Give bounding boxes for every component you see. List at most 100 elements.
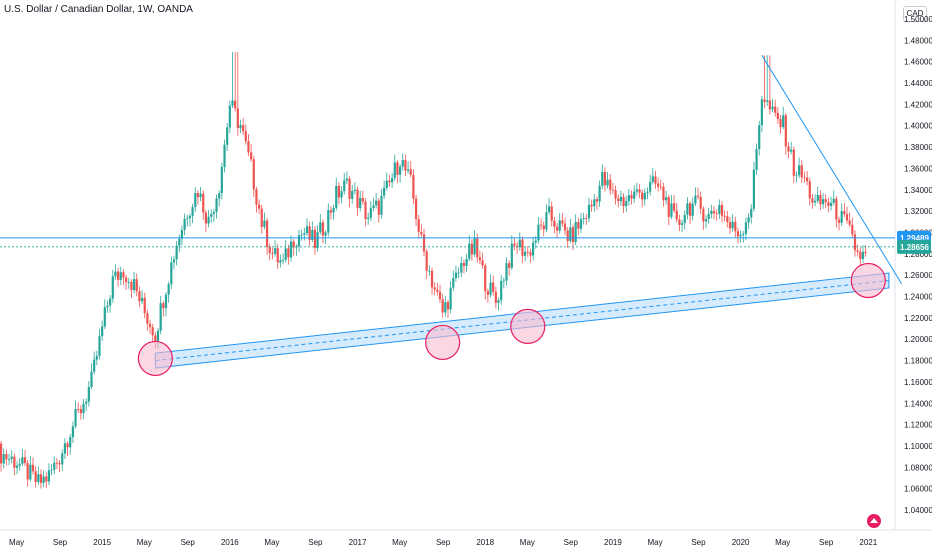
candle-body — [45, 476, 48, 482]
candle-body — [726, 216, 729, 222]
candle-body — [720, 205, 724, 216]
candle-body — [335, 185, 338, 208]
candle-body — [406, 169, 410, 171]
candle-body — [667, 197, 670, 217]
candle-body — [539, 224, 543, 226]
candle-body — [529, 252, 532, 256]
candle-body — [665, 197, 668, 201]
x-tick-label: Sep — [691, 538, 706, 547]
candle-body — [829, 202, 833, 206]
x-tick-label: 2019 — [604, 538, 622, 547]
candle-body — [404, 159, 407, 171]
candle-body — [109, 298, 112, 306]
candle-body — [513, 243, 516, 246]
candle-body — [85, 401, 88, 404]
candle-body — [577, 222, 580, 229]
candle-body — [678, 219, 681, 225]
candle-body — [683, 214, 686, 224]
candle-body — [391, 178, 394, 183]
candle-body — [103, 307, 106, 327]
candle-body — [242, 125, 245, 132]
candle-body — [731, 221, 734, 229]
candle-body — [524, 251, 527, 256]
candle-body — [396, 162, 399, 175]
y-tick-label: 1.06000 — [904, 485, 932, 494]
candle-body — [502, 280, 505, 282]
candle-body — [643, 192, 646, 200]
candle-body — [127, 282, 130, 283]
candle-body — [55, 462, 59, 464]
candle-body — [300, 234, 303, 236]
y-tick-label: 1.40000 — [904, 122, 932, 131]
candle-body — [140, 297, 144, 302]
candle-body — [95, 355, 98, 360]
candle-body — [223, 144, 226, 168]
candle-body — [601, 171, 604, 186]
candle-body — [292, 241, 295, 248]
y-tick-label: 1.20000 — [904, 335, 932, 344]
candle-body — [590, 204, 593, 207]
candle-body — [316, 232, 319, 249]
candle-body — [851, 224, 854, 235]
candle-body — [739, 235, 742, 237]
candle-body — [843, 211, 846, 215]
currency-button[interactable]: CAD — [903, 6, 927, 22]
candle-body — [603, 171, 607, 186]
candle-body — [686, 203, 689, 215]
candle-body — [167, 284, 170, 295]
candle-body — [691, 203, 694, 216]
candle-body — [180, 229, 184, 239]
highlight-circle[interactable] — [137, 340, 173, 377]
candle-body — [465, 258, 468, 266]
candle-body — [364, 201, 367, 219]
highlight-circle[interactable] — [510, 308, 546, 345]
candle-body — [124, 277, 128, 283]
candle-body — [340, 191, 343, 198]
candle-body — [707, 213, 710, 220]
highlight-circle[interactable] — [850, 262, 886, 299]
candle-body — [845, 214, 849, 221]
candle-body — [348, 178, 351, 199]
candle-body — [776, 112, 779, 120]
candle-body — [305, 226, 309, 234]
highlight-circle[interactable] — [425, 324, 461, 361]
descending-trendline[interactable] — [761, 55, 903, 284]
candle-body — [353, 189, 356, 191]
x-tick-label: May — [9, 538, 24, 547]
candle-body — [627, 195, 630, 202]
candle-body — [752, 169, 756, 209]
candle-body — [468, 243, 471, 259]
y-tick-label: 1.44000 — [904, 79, 932, 88]
x-tick-label: May — [775, 538, 790, 547]
candle-body — [478, 257, 482, 261]
candle-body — [284, 248, 287, 260]
candle-body — [409, 169, 412, 175]
candle-body — [82, 403, 85, 414]
candle-body — [228, 105, 231, 128]
candle-body — [252, 159, 255, 190]
candle-body — [542, 225, 545, 230]
candle-body — [766, 100, 769, 102]
candle-body — [819, 195, 822, 205]
candle-body — [646, 191, 649, 193]
x-tick-label: Sep — [308, 538, 323, 547]
candle-body — [787, 146, 790, 152]
candle-body — [438, 291, 442, 300]
candle-body — [183, 218, 186, 230]
candle-body — [444, 302, 447, 313]
candle-body — [758, 125, 761, 150]
candle-body — [122, 272, 125, 278]
candle-body — [672, 203, 676, 211]
candle-body — [204, 212, 208, 224]
candle-body — [191, 207, 194, 216]
candle-body — [545, 212, 548, 230]
candle-body — [680, 223, 684, 225]
x-tick-label: 2016 — [221, 538, 239, 547]
y-tick-label: 1.12000 — [904, 421, 932, 430]
candle-body — [473, 238, 476, 255]
candle-body — [308, 226, 311, 240]
candle-body — [510, 243, 513, 268]
candle-body — [18, 463, 21, 466]
candle-body — [454, 272, 458, 279]
